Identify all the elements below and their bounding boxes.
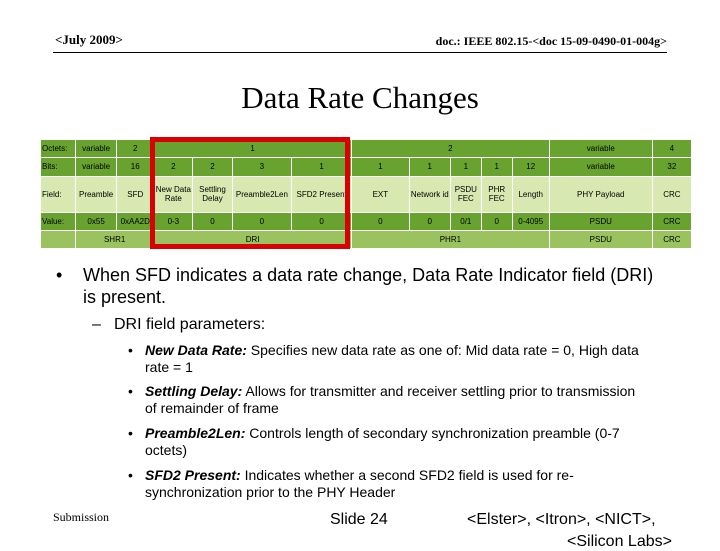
octets-sfd: 2 [116,138,155,159]
field-cell: PSDU FEC [449,175,482,213]
field-cell: PHR FEC [480,175,513,213]
frame-format-table: Octets: variable 2 1 2 variable 4 Bits: … [39,138,693,250]
bits-cell: variable [75,157,118,177]
bullet-dot-icon: • [128,425,133,441]
param-text: Controls length of secondary synchroniza… [145,425,620,458]
bits-cell: 1 [449,157,482,177]
param-text: Allows for transmitter and receiver sett… [145,383,636,416]
header-rule [53,52,667,53]
param-term: Preamble2Len: [145,425,246,441]
bullet-dot-icon: • [128,383,133,399]
group-row: SHR1 DRI PHR1 PSDU CRC [39,229,693,250]
bits-cell: 3 [231,157,293,177]
param-text: Specifies new data rate as one of: Mid d… [145,342,639,375]
bits-cell: 1 [480,157,513,177]
dash-icon: – [92,316,101,333]
field-cell: SFD2 Present [291,175,353,213]
octets-label: Octets: [39,138,77,159]
value-cell: 0/1 [449,211,482,231]
bits-cell: 1 [291,157,353,177]
bullet-dot-icon: • [128,467,133,483]
param-term: SFD2 Present: [145,467,241,483]
header-date: <July 2009> [55,32,123,47]
value-cell: PSDU [548,211,653,231]
group-psdu: PSDU [548,229,653,250]
octets-dri: 1 [153,138,353,159]
octets-phr: 2 [351,138,550,159]
group-phr: PHR1 [351,229,550,250]
value-label: Value: [39,211,77,231]
field-cell: Preamble [75,175,118,213]
footer-slide-number: Slide 24 [330,511,388,528]
value-cell: 0 [291,211,353,231]
frame-table: Octets: variable 2 1 2 variable 4 Bits: … [39,138,693,250]
field-label: Field: [39,175,77,213]
field-cell: PHY Payload [548,175,653,213]
octets-row: Octets: variable 2 1 2 variable 4 [39,138,693,159]
slide-title: Data Rate Changes [241,80,479,115]
bits-cell: 2 [153,157,194,177]
param-term: New Data Rate: [145,342,247,358]
octets-crc: 4 [651,138,693,159]
bullet-dot-icon: • [128,342,133,358]
value-cell: 0-4095 [511,211,550,231]
group-shr: SHR1 [75,229,155,250]
bits-cell: variable [548,157,653,177]
footer-authors-cont: <Silicon Labs> [567,533,672,550]
bits-cell: 1 [408,157,451,177]
field-cell: Settling Delay [192,175,233,213]
value-cell: CRC [651,211,693,231]
value-cell: 0 [408,211,451,231]
param-text: Indicates whether a second SFD2 field is… [145,467,574,500]
bullet-dot-icon: • [56,265,63,285]
dri-highlight-box [150,137,350,249]
field-cell: EXT [351,175,410,213]
field-cell: Network id [408,175,451,213]
sub-heading-text: DRI field parameters: [114,316,266,333]
field-cell: Length [511,175,550,213]
field-cell: CRC [651,175,693,213]
footer-submission: Submission [53,510,110,524]
octets-payload: variable [548,138,653,159]
bits-row: Bits: variable 16 2 2 3 1 1 1 1 1 12 var… [39,157,693,177]
footer-authors: <Elster>, <Itron>, <NICT>, [467,511,656,528]
value-cell: 0xAA2D [116,211,155,231]
bits-label: Bits: [39,157,77,177]
value-cell: 0-3 [153,211,194,231]
octets-preamble: variable [75,138,118,159]
field-cell: SFD [116,175,155,213]
field-row: Field: Preamble SFD New Data Rate Settli… [39,175,693,213]
bits-cell: 16 [116,157,155,177]
group-crc: CRC [651,229,693,250]
bits-cell: 1 [351,157,410,177]
value-cell: 0x55 [75,211,118,231]
value-row: Value: 0x55 0xAA2D 0-3 0 0 0 0 0 0/1 0 0… [39,211,693,231]
value-cell: 0 [480,211,513,231]
value-cell: 0 [351,211,410,231]
bits-cell: 32 [651,157,693,177]
header-doc-id: doc.: IEEE 802.15-<doc 15-09-0490-01-004… [435,34,667,48]
param-term: Settling Delay: [145,383,243,399]
group-blank [39,229,77,250]
bits-cell: 12 [511,157,550,177]
bits-cell: 2 [192,157,233,177]
main-bullet-text: When SFD indicates a data rate change, D… [83,265,654,307]
